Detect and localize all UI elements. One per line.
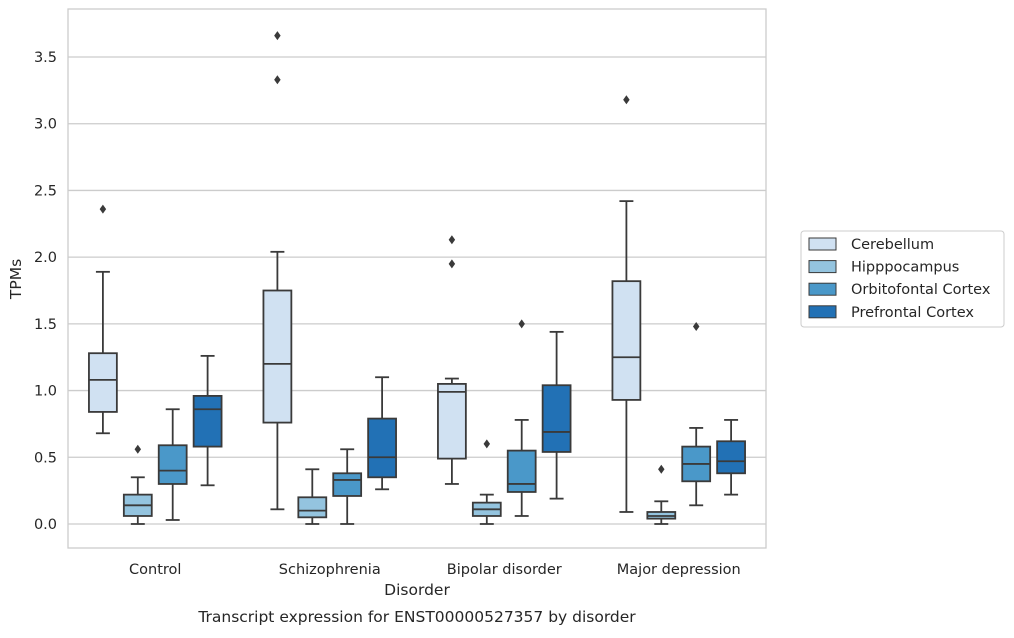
- legend-swatch: [808, 305, 837, 319]
- x-tick-labels: Control Schizophrenia Bipolar disorder Majo…: [129, 562, 741, 578]
- box-2-1: [471, 439, 502, 525]
- box-body: [541, 384, 572, 453]
- box-3-2: [681, 322, 712, 507]
- box-body: [716, 440, 746, 475]
- box-body: [611, 280, 642, 401]
- box-body: [332, 472, 363, 497]
- box-body: [506, 449, 537, 493]
- box-2-2: [506, 319, 537, 517]
- boxes: [88, 31, 746, 525]
- box-0-2: [157, 408, 188, 521]
- legend-frame: [800, 230, 1005, 328]
- x-tick-label: Schizophrenia: [279, 562, 381, 578]
- legend-swatch: [808, 282, 837, 296]
- y-tick-label: 3.0: [34, 117, 57, 133]
- box-body: [367, 417, 397, 479]
- plot-area: [67, 8, 767, 549]
- x-axis-label: Disorder: [384, 581, 450, 599]
- outlier-point: [658, 464, 665, 474]
- legend: Cerebellum Hipppocampus Orbitofontal Corte…: [800, 230, 1005, 328]
- legend-label: Orbitofontal Cortex: [851, 282, 991, 298]
- box-0-3: [192, 354, 223, 487]
- y-tick-label: 1.0: [34, 384, 57, 400]
- legend-label: Hipppocampus: [851, 260, 959, 276]
- x-tick-label: Major depression: [617, 562, 741, 578]
- box-1-0: [262, 31, 293, 511]
- chart-caption: Transcript expression for ENST0000052735…: [197, 608, 636, 626]
- outlier-point: [274, 75, 281, 85]
- box-body: [157, 444, 188, 485]
- box-body: [437, 382, 467, 460]
- legend-swatch: [808, 260, 837, 274]
- y-axis-label: TPMs: [7, 259, 25, 300]
- box-0-0: [88, 204, 118, 435]
- outlier-point: [483, 439, 491, 449]
- legend-label: Prefrontal Cortex: [851, 305, 974, 321]
- outlier-point: [448, 235, 456, 245]
- box-body: [88, 352, 118, 413]
- outlier-point: [448, 259, 456, 269]
- box-2-0: [437, 235, 467, 485]
- box-3-3: [716, 419, 746, 496]
- legend-label: Cerebellum: [851, 237, 934, 253]
- outlier-point: [134, 444, 142, 454]
- outlier-point: [274, 31, 281, 41]
- y-tick-labels: 0.0 0.5 1.0 1.5 2.0 2.5 3.0 3.5: [34, 50, 57, 533]
- outlier-point: [623, 95, 630, 105]
- box-0-1: [122, 444, 153, 525]
- legend-swatch: [808, 237, 837, 251]
- box-1-3: [367, 376, 397, 491]
- y-tick-label: 2.0: [34, 250, 57, 266]
- box-3-0: [611, 95, 642, 513]
- box-3-1: [646, 464, 677, 525]
- box-1-2: [332, 448, 363, 525]
- y-tick-label: 3.5: [34, 50, 57, 66]
- x-tick-label: Bipolar disorder: [447, 562, 562, 578]
- y-tick-label: 0.0: [34, 517, 57, 533]
- box-body: [192, 395, 223, 448]
- y-tick-label: 2.5: [34, 183, 57, 199]
- box-body: [297, 496, 328, 519]
- box-2-3: [541, 330, 572, 500]
- x-tick-label: Control: [129, 562, 181, 578]
- outlier-point: [99, 204, 107, 214]
- outlier-point: [518, 319, 525, 329]
- box-1-1: [297, 468, 328, 525]
- y-tick-label: 0.5: [34, 450, 57, 466]
- y-tick-label: 1.5: [34, 317, 57, 333]
- outlier-point: [692, 322, 700, 332]
- box-body: [262, 289, 293, 424]
